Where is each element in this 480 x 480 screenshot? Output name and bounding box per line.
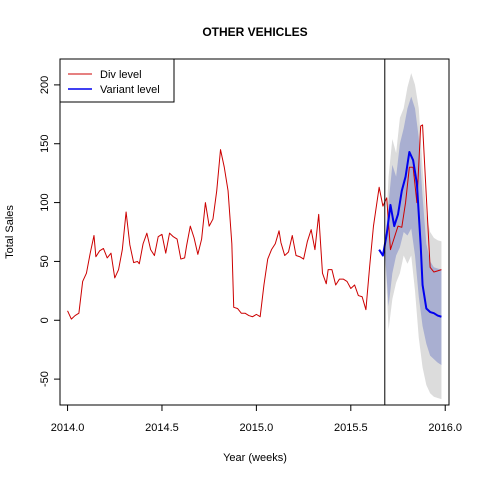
x-tick-label: 2016.0 (428, 422, 462, 434)
y-tick-label: 200 (39, 76, 51, 94)
legend-box (59, 58, 175, 103)
series-line-variant-level (378, 150, 442, 318)
y-axis-label: Total Sales (4, 205, 16, 259)
y-tick-label: -50 (39, 371, 51, 387)
legend: Div level Variant level (59, 58, 175, 103)
prediction-intervals (384, 73, 442, 400)
x-axis: 2014.0 2014.5 2015.0 2015.5 2016.0 (51, 404, 462, 434)
y-axis: -50 0 50 100 150 200 (39, 76, 61, 387)
x-axis-label: Year (weeks) (223, 452, 287, 464)
y-tick-label: 150 (39, 135, 51, 153)
series-lines (67, 124, 442, 320)
interval-band-inner (384, 96, 442, 365)
series-line-div-level (67, 124, 442, 320)
y-tick-label: 100 (39, 193, 51, 211)
legend-label-variant-level: Variant level (100, 84, 160, 96)
legend-label-div-level: Div level (100, 69, 142, 81)
x-tick-label: 2014.0 (51, 422, 85, 434)
x-tick-label: 2014.5 (145, 422, 179, 434)
y-tick-label: 0 (39, 317, 51, 323)
chart-title: OTHER VEHICLES (202, 25, 307, 39)
x-tick-label: 2015.0 (240, 422, 274, 434)
x-tick-label: 2015.5 (334, 422, 368, 434)
y-tick-label: 50 (39, 255, 51, 267)
